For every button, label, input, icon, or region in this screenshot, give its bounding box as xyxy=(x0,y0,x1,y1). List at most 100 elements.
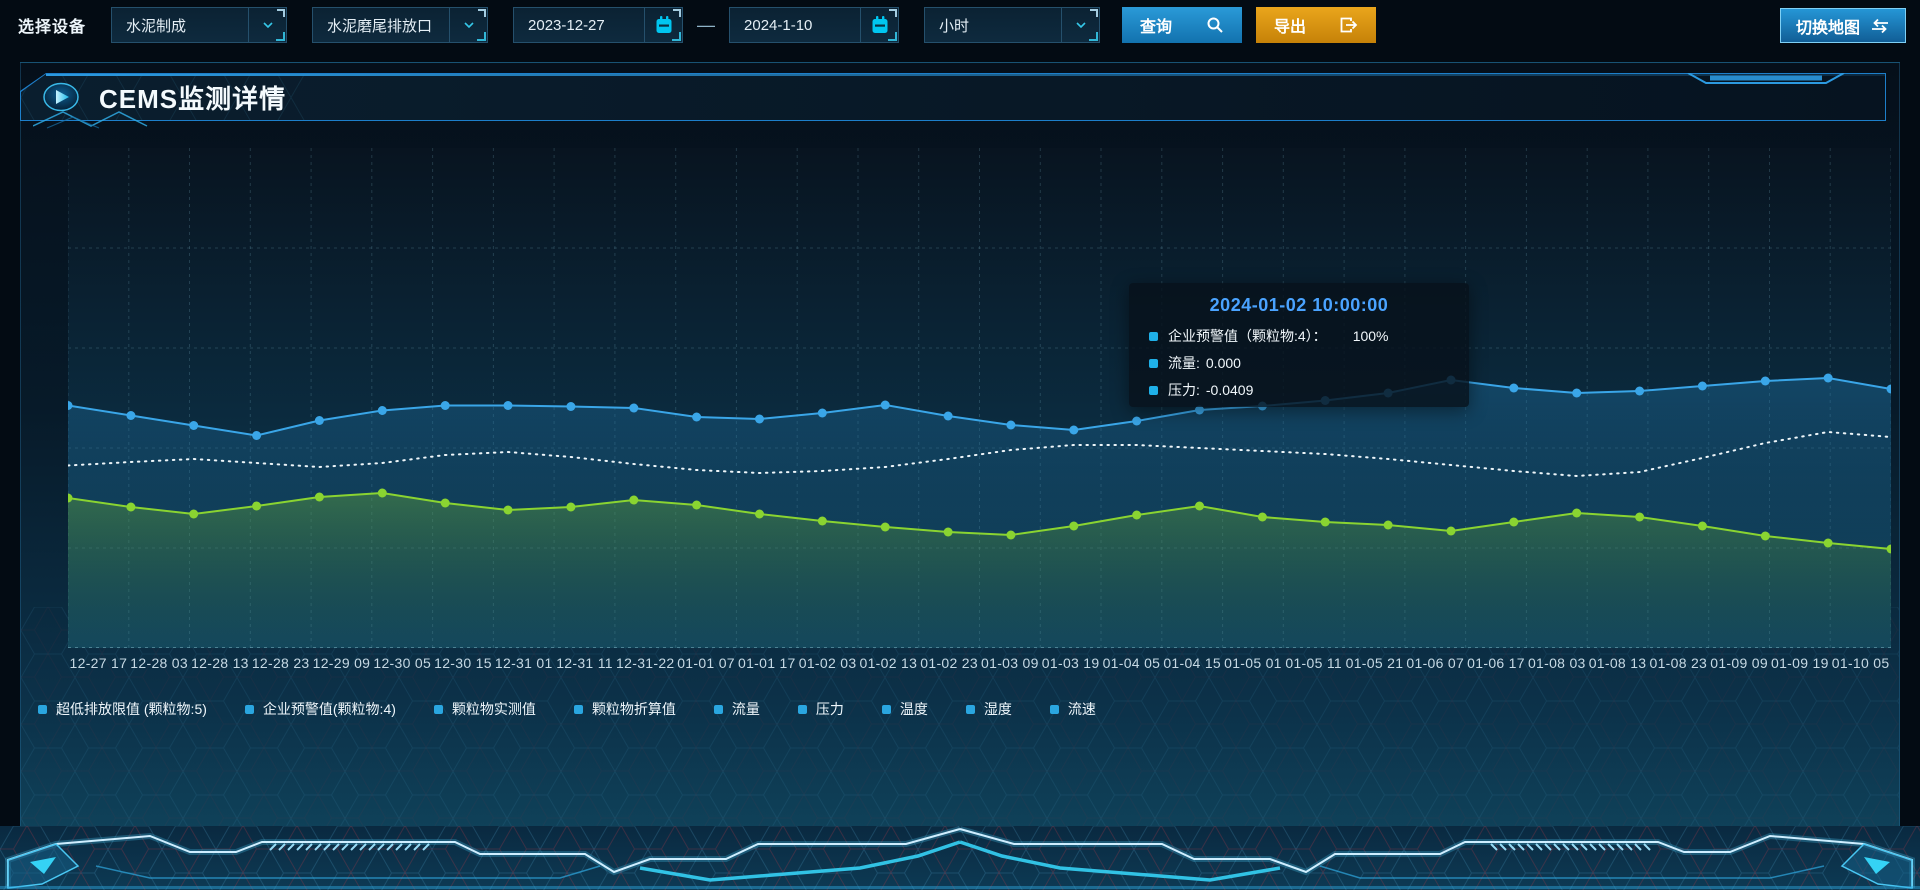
x-axis-label: 12-28 03 xyxy=(130,655,188,671)
legend-swatch-icon xyxy=(881,704,891,714)
tooltip-row-value: 100% xyxy=(1352,328,1389,344)
x-axis-label: 01-06 17 xyxy=(1467,655,1525,671)
device-type-select[interactable]: 水泥制成 xyxy=(111,7,288,43)
panel-title: CEMS监测详情 xyxy=(99,83,287,114)
x-axis-label: 01-08 03 xyxy=(1527,655,1586,671)
search-icon xyxy=(1207,17,1223,33)
tooltip-timestamp: 2024-01-02 10:00:00 xyxy=(1209,295,1389,315)
tooltip-row-label: 压力: xyxy=(1168,382,1200,398)
legend-swatch-icon xyxy=(244,704,254,714)
date-range-separator: — xyxy=(697,14,716,35)
x-axis-label: 01-08 13 xyxy=(1588,655,1647,671)
legend-item-label: 超低排放限值 (颗粒物:5) xyxy=(56,701,207,717)
x-axis-label: 01-05 21 xyxy=(1345,655,1404,671)
x-axis-label: 01-02 03 xyxy=(798,655,857,671)
chart-tooltip: 2024-01-02 10:00:00 企业预警值（颗粒物:4）： 100% 流量:… xyxy=(1129,283,1469,407)
series-swatch-icon xyxy=(1149,385,1158,395)
x-axis-label: 12-31-22 xyxy=(616,655,675,671)
header-highlight-line xyxy=(46,74,1885,76)
series-swatch-icon xyxy=(1149,358,1158,368)
legend-item[interactable]: 压力 xyxy=(797,699,844,719)
legend-item[interactable]: 流速 xyxy=(1049,699,1096,719)
header-notch-decoration xyxy=(1687,73,1845,84)
legend-item-label: 压力 xyxy=(815,701,844,717)
top-toolbar: 选择设备 水泥制成 水泥磨尾排放口 2023-12-27 — 2024-1-10 xyxy=(0,0,1920,50)
x-axis-label: 01-05 11 xyxy=(1285,655,1343,671)
panel-header: CEMS监测详情 xyxy=(20,73,1886,121)
header-zigzag-decoration xyxy=(33,111,148,129)
switch-map-button[interactable]: 切换地图 xyxy=(1780,8,1906,43)
bottom-tech-border-decoration xyxy=(0,826,1920,890)
tooltip-row-label: 企业预警值（颗粒物:4）： xyxy=(1168,328,1327,344)
query-button-label: 查询 xyxy=(1140,19,1173,36)
x-axis-label: 01-01 17 xyxy=(737,655,796,671)
tooltip-row-value: 0.000 xyxy=(1205,355,1241,371)
switch-map-label: 切换地图 xyxy=(1795,19,1860,37)
end-date-value: 2024-1-10 xyxy=(744,16,813,34)
x-axis-label: 01-06 07 xyxy=(1406,655,1465,671)
legend-item[interactable]: 颗粒物折算值 xyxy=(573,699,676,719)
tooltip-row: 流量: 0.000 xyxy=(1149,353,1449,373)
x-axis-label: 12-31 11 xyxy=(556,655,613,671)
legend-item-label: 颗粒物实测值 xyxy=(451,701,536,717)
outlet-select-value: 水泥磨尾排放口 xyxy=(327,17,433,35)
legend-item-label: 温度 xyxy=(899,701,928,717)
legend-item[interactable]: 湿度 xyxy=(965,699,1012,719)
legend-item-label: 颗粒物折算值 xyxy=(591,701,676,717)
x-axis-label: 12-30 15 xyxy=(434,655,492,671)
legend-item-label: 流量 xyxy=(731,701,760,717)
tooltip-row-value: -0.0409 xyxy=(1205,382,1254,398)
x-axis-label: 12-28 13 xyxy=(191,655,249,671)
calendar-icon[interactable] xyxy=(644,8,682,42)
series-swatch-icon xyxy=(1149,331,1158,341)
legend-swatch-icon xyxy=(713,704,723,714)
export-icon xyxy=(1340,17,1358,33)
play-icon[interactable] xyxy=(41,81,81,113)
outlet-select[interactable]: 水泥磨尾排放口 xyxy=(312,7,489,43)
x-axis-label: 12-30 05 xyxy=(373,655,432,671)
start-date-input[interactable]: 2023-12-27 xyxy=(513,7,684,43)
x-axis-label: 01-09 09 xyxy=(1710,655,1768,671)
swap-arrows-icon xyxy=(1872,18,1888,33)
legend-item[interactable]: 流量 xyxy=(713,699,760,719)
tooltip-row: 压力: -0.0409 xyxy=(1149,380,1449,400)
legend-swatch-icon xyxy=(1049,704,1059,714)
chevron-down-icon[interactable] xyxy=(449,8,487,42)
legend-item-label: 企业预警值(颗粒物:4) xyxy=(262,701,396,717)
export-button-label: 导出 xyxy=(1274,19,1307,36)
legend-swatch-icon xyxy=(797,704,807,714)
legend-item[interactable]: 企业预警值(颗粒物:4) xyxy=(244,699,396,719)
x-axis-label: 01-03 19 xyxy=(1041,655,1100,671)
start-date-value: 2023-12-27 xyxy=(528,16,605,34)
x-axis-label: 01-02 23 xyxy=(920,655,978,671)
legend-item[interactable]: 温度 xyxy=(881,699,928,719)
line-chart[interactable] xyxy=(63,148,1896,648)
x-axis-label: 01-10 05 xyxy=(1831,655,1890,671)
query-button[interactable]: 查询 xyxy=(1122,7,1243,43)
x-axis-label: 01-04 15 xyxy=(1163,655,1222,671)
x-axis-label: 12-28 23 xyxy=(251,655,310,671)
legend-swatch-icon xyxy=(433,704,443,714)
legend-item[interactable]: 超低排放限值 (颗粒物:5) xyxy=(38,699,207,719)
x-axis-label: 01-04 05 xyxy=(1102,655,1161,671)
granularity-select-value: 小时 xyxy=(939,17,970,35)
legend-item-label: 湿度 xyxy=(983,701,1012,717)
tooltip-row: 企业预警值（颗粒物:4）： 100% xyxy=(1149,326,1449,346)
chevron-down-icon[interactable] xyxy=(1061,8,1099,42)
x-axis-label: 01-02 13 xyxy=(859,655,918,671)
legend-item[interactable]: 颗粒物实测值 xyxy=(433,699,536,719)
tooltip-row-label: 流量: xyxy=(1168,355,1200,371)
granularity-select[interactable]: 小时 xyxy=(924,7,1101,43)
chevron-down-icon[interactable] xyxy=(248,8,286,42)
x-axis: 12-27 17 12-28 03 12-28 13 12-28 23 12-29 09… xyxy=(68,655,1891,675)
legend-swatch-icon xyxy=(573,704,583,714)
end-date-input[interactable]: 2024-1-10 xyxy=(729,7,900,43)
chart-legend: 超低排放限值 (颗粒物:5) 企业预警值(颗粒物:4) 颗粒物实测值 颗粒物折算值 流量… xyxy=(38,699,1096,719)
device-type-select-value: 水泥制成 xyxy=(126,17,187,35)
calendar-icon[interactable] xyxy=(860,8,898,42)
export-button[interactable]: 导出 xyxy=(1256,7,1377,43)
legend-swatch-icon xyxy=(38,704,47,714)
device-select-label: 选择设备 xyxy=(18,19,87,36)
legend-item-label: 流速 xyxy=(1067,701,1096,717)
x-axis-label: 01-09 19 xyxy=(1771,655,1829,671)
